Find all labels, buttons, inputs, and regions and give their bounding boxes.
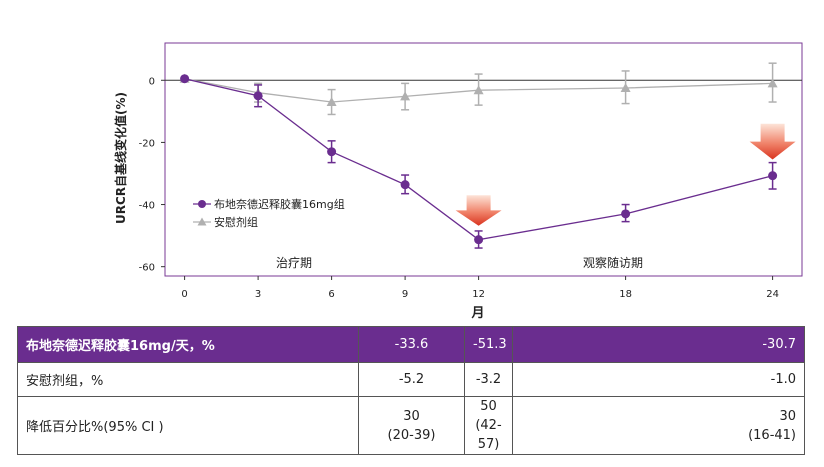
table-row: 布地奈德迟释胶囊16mg/天，% -33.6 -51.3 -30.7 — [17, 326, 805, 363]
legend-marker-placebo — [197, 217, 207, 226]
plot-area-frame — [164, 42, 803, 277]
x-tick-label: 24 — [766, 289, 779, 300]
cell-value-main: 30 — [403, 408, 420, 424]
y-tick-label: -40 — [139, 201, 155, 212]
cell-value-main: 30 — [779, 408, 796, 424]
cell-value-main: 50 — [480, 399, 497, 414]
cell-value-ci: (20-39) — [387, 427, 436, 443]
x-axis-label: 月 — [470, 306, 484, 321]
data-point — [620, 83, 631, 93]
series-budesonide — [180, 74, 778, 249]
data-point — [768, 171, 778, 181]
data-point — [767, 78, 778, 88]
y-tick-label: 0 — [149, 76, 155, 87]
series-layer — [179, 62, 778, 249]
cell-value: -30.7 — [512, 326, 805, 363]
data-point — [621, 209, 631, 219]
cell-value-ci: (42-57) — [475, 418, 502, 452]
chart-legend: 布地奈德迟释胶囊16mg组 安慰剂组 — [193, 197, 345, 229]
table-row: 安慰剂组，% -5.2 -3.2 -1.0 — [17, 362, 805, 397]
row-label-budesonide: 布地奈德迟释胶囊16mg/天，% — [17, 326, 359, 363]
data-point — [474, 235, 484, 245]
legend-label-placebo: 安慰剂组 — [214, 215, 258, 229]
summary-table: 布地奈德迟释胶囊16mg/天，% -33.6 -51.3 -30.7 安慰剂组，… — [17, 326, 805, 455]
y-tick-label: -20 — [139, 138, 155, 149]
down-arrow — [749, 123, 796, 160]
down-arrow — [455, 195, 502, 226]
cell-value: -1.0 — [512, 362, 805, 397]
highlight-arrows — [455, 123, 796, 226]
data-point — [326, 97, 337, 107]
y-tick-label: -60 — [139, 263, 155, 274]
cell-value: -5.2 — [358, 362, 465, 397]
y-axis-label: URCR自基线变化值(%) — [113, 92, 128, 224]
urcr-line-chart: 0-20-40-600 3 6 9 12 18 24 布地奈德迟释胶囊16mg组 安慰剂组 … — [113, 42, 803, 321]
data-point — [180, 74, 190, 84]
cell-value: -3.2 — [464, 362, 513, 397]
row-label-reduction: 降低百分比%(95% CI ) — [17, 396, 359, 455]
cell-value: -51.3 — [464, 326, 513, 363]
data-point — [473, 85, 484, 95]
legend-label-budesonide: 布地奈德迟释胶囊16mg组 — [214, 197, 345, 211]
data-point — [253, 91, 263, 101]
cell-value: 30 (20-39) — [358, 396, 465, 455]
cell-value: 30 (16-41) — [512, 396, 805, 455]
cell-value: 50 (42-57) — [464, 396, 513, 455]
data-point — [327, 147, 337, 157]
x-tick-label: 12 — [472, 289, 485, 300]
table-row: 降低百分比%(95% CI ) 30 (20-39) 50 (42-57) 30 (1… — [17, 396, 805, 455]
data-point — [400, 91, 411, 101]
x-tick-label: 0 — [181, 289, 187, 300]
x-tick-label: 9 — [402, 289, 408, 300]
x-tick-label: 3 — [255, 289, 261, 300]
legend-marker-budesonide — [198, 200, 206, 208]
cell-value-ci: (16-41) — [748, 427, 796, 443]
row-label-placebo: 安慰剂组，% — [17, 362, 359, 397]
data-point — [400, 180, 410, 190]
cell-value: -33.6 — [358, 326, 465, 363]
annotation-followup-period: 观察随访期 — [583, 255, 643, 270]
x-tick-label: 6 — [328, 289, 334, 300]
axes-layer: 0 -20 -40 -60 0 3 6 9 12 18 24 — [139, 76, 802, 300]
annotation-treatment-period: 治疗期 — [276, 256, 312, 270]
x-tick-label: 18 — [619, 289, 632, 300]
